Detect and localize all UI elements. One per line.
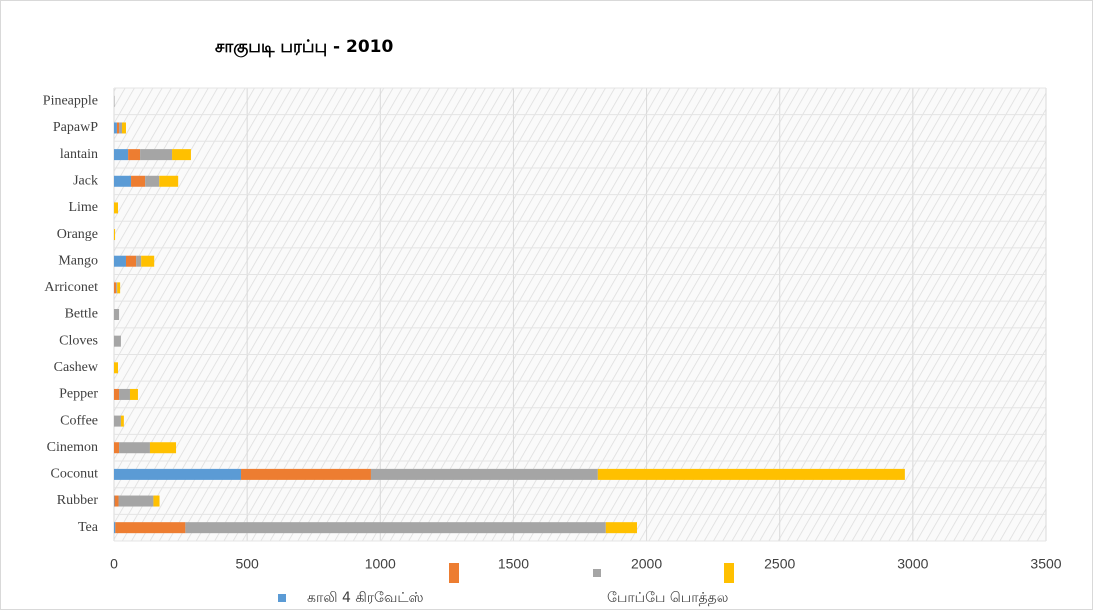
bar-segment: [129, 388, 138, 400]
bar-segment: [116, 282, 118, 294]
bar-segment: [114, 282, 117, 294]
bar-segment: [136, 255, 142, 267]
legend-swatch: [449, 563, 459, 583]
plot-area: [114, 88, 1046, 541]
bar-segment: [119, 388, 130, 400]
y-tick-label: lantain: [60, 147, 98, 162]
bar-segment: [114, 255, 126, 267]
bar-segment: [114, 122, 117, 134]
legend-swatch: [724, 563, 734, 583]
bar-segment: [114, 495, 119, 507]
bar-segment: [140, 149, 173, 161]
x-tick-label: 0: [110, 556, 118, 572]
legend-swatch: [278, 594, 286, 602]
y-tick-label: Jack: [73, 173, 98, 188]
legend-swatch: [593, 569, 601, 577]
y-tick-label: Orange: [57, 227, 98, 242]
bar-segment: [114, 309, 120, 320]
legend-label: போப்பே பொத்தல: [607, 590, 728, 606]
bar-segment: [114, 149, 129, 161]
bar-segment: [119, 122, 122, 134]
bar-segment: [128, 149, 141, 161]
bar-segment: [114, 95, 115, 107]
bar-segment: [120, 415, 124, 427]
x-tick-label: 500: [235, 556, 259, 572]
bar-segment: [114, 202, 118, 214]
x-tick-label: 1000: [365, 556, 396, 572]
chart-title: சாகுபடி பரப்பு - 2010: [215, 37, 394, 57]
legend-label: காலி 4 கிரவேட்ஸ்: [307, 590, 424, 606]
y-tick-label: Lime: [68, 200, 98, 215]
bar-segment: [605, 522, 637, 534]
bar-segment: [114, 229, 116, 241]
x-tick-label: 2500: [764, 556, 795, 572]
bar-segment: [153, 495, 160, 507]
bar-segment: [117, 282, 121, 294]
bar-segment: [125, 255, 137, 267]
x-tick-label: 2000: [631, 556, 662, 572]
bar-segment: [116, 122, 120, 134]
y-tick-label: Bettle: [65, 307, 98, 322]
bar-segment: [114, 522, 116, 534]
y-tick-label: Rubber: [57, 493, 99, 508]
bar-segment: [159, 175, 179, 187]
y-tick-label: Cloves: [59, 333, 98, 348]
bar-segment: [114, 415, 121, 427]
bar-segment: [145, 175, 160, 187]
bar-segment: [114, 468, 242, 480]
bar-segment: [149, 442, 177, 454]
y-tick-label: Coffee: [60, 413, 98, 428]
y-tick-label: PapawP: [53, 120, 98, 135]
y-tick-label: Tea: [78, 520, 99, 535]
bar-segment: [597, 468, 905, 480]
bar-segment: [121, 122, 126, 134]
y-tick-label: Mango: [58, 253, 98, 268]
bar-segment: [115, 522, 186, 534]
bar-segment: [114, 175, 132, 187]
y-tick-label: Pineapple: [43, 94, 98, 109]
bar-segment: [118, 495, 154, 507]
bar-segment: [114, 388, 120, 400]
y-tick-label: Coconut: [51, 467, 99, 482]
bar-segment: [119, 442, 150, 454]
x-tick-label: 1500: [498, 556, 529, 572]
bar-segment: [241, 468, 371, 480]
y-tick-label: Pepper: [59, 387, 98, 402]
bar-segment: [172, 149, 191, 161]
x-tick-label: 3000: [897, 556, 928, 572]
bar-segment: [370, 468, 598, 480]
bar-segment: [114, 335, 121, 347]
y-tick-label: Cashew: [54, 360, 99, 375]
x-tick-label: 3500: [1030, 556, 1061, 572]
y-tick-label: Arriconet: [44, 280, 98, 295]
bar-segment: [114, 442, 120, 454]
bar-segment: [141, 255, 155, 267]
bar-segment: [114, 495, 115, 507]
bar-segment: [131, 175, 146, 187]
y-tick-label: Cinemon: [47, 440, 98, 455]
bar-segment: [114, 362, 118, 374]
bar-segment: [185, 522, 606, 534]
